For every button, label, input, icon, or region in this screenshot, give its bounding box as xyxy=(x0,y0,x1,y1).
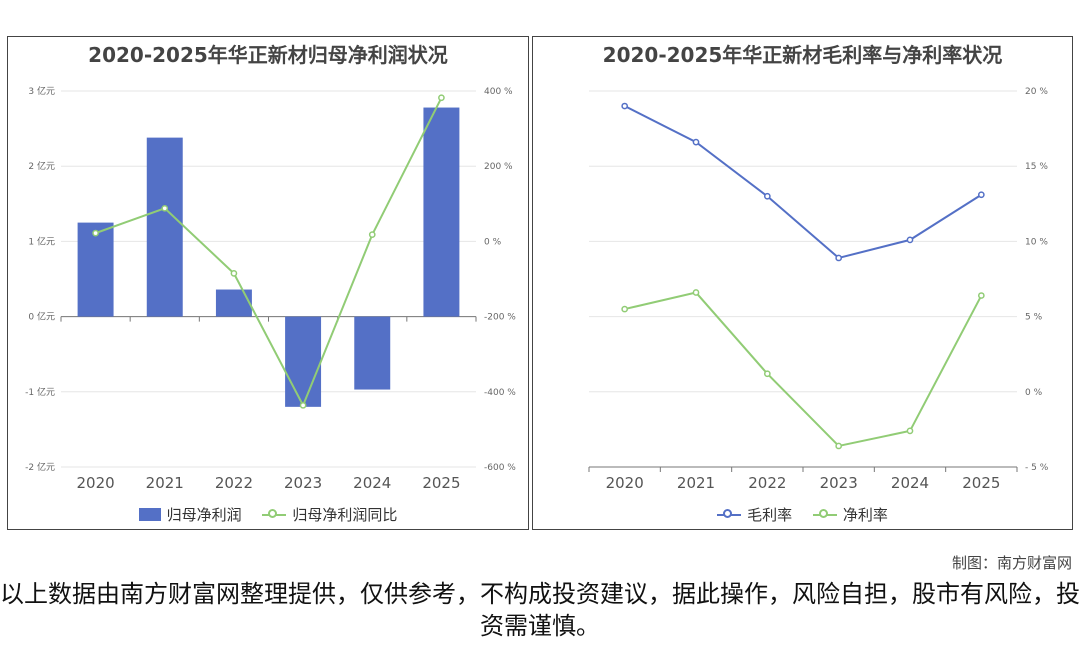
x-axis-tick-label: 2024 xyxy=(353,474,391,492)
left-axis-tick-label: 3 亿元 xyxy=(28,85,55,97)
bar xyxy=(423,107,460,317)
right-axis-tick-label: -200 % xyxy=(484,313,516,323)
bar xyxy=(77,222,114,317)
legend-label: 净利率 xyxy=(842,506,888,524)
bar xyxy=(146,137,183,317)
data-point xyxy=(621,102,629,110)
data-point xyxy=(906,427,914,435)
data-point xyxy=(230,270,238,277)
data-point xyxy=(621,305,629,313)
right-axis-tick-label: - 5 % xyxy=(1025,463,1049,473)
x-axis-tick-label: 2023 xyxy=(284,474,322,492)
series-line xyxy=(624,105,982,260)
left-axis-tick-label: 1 亿元 xyxy=(28,235,55,247)
series-line xyxy=(95,97,443,408)
legend-item-gross-margin[interactable]: 毛利率 xyxy=(717,504,792,525)
right-axis-tick-label: -400 % xyxy=(484,388,516,398)
net-profit-chart-panel: 2020-2025年华正新材归母净利润状况 -2 亿元 -1 亿元 0 亿元 1 亿元… xyxy=(7,36,529,530)
bar xyxy=(215,289,252,317)
right-axis-tick-label: 0 % xyxy=(1025,388,1043,398)
data-point xyxy=(92,229,99,237)
x-axis-tick-label: 2024 xyxy=(891,474,929,492)
right-axis-tick-label: 15 % xyxy=(1025,162,1048,172)
bar xyxy=(354,316,391,390)
x-axis-tick-label: 2020 xyxy=(606,474,644,492)
legend-item-net-profit-yoy[interactable]: 归母净利润同比 xyxy=(262,504,397,525)
right-axis-tick-label: 200 % xyxy=(484,162,513,172)
right-axis-tick-label: 0 % xyxy=(484,237,502,247)
net-profit-chart-canvas: -2 亿元 -1 亿元 0 亿元 1 亿元 2 亿元 3 亿元 -600 % -400 % -2… xyxy=(25,85,516,492)
legend-swatch-line xyxy=(262,508,287,521)
data-point xyxy=(692,289,700,296)
data-point xyxy=(835,254,843,262)
disclaimer-text: 以上数据由南方财富网整理提供，仅供参考，不构成投资建议，据此操作，风险自担，股市… xyxy=(0,580,1080,640)
x-axis-tick-label: 2021 xyxy=(677,474,715,492)
x-axis-tick-label: 2025 xyxy=(422,474,460,492)
left-axis-tick-label: 0 亿元 xyxy=(28,311,55,323)
chart-credit: 制图：南方财富网 xyxy=(951,554,1072,572)
x-axis-tick-label: 2020 xyxy=(76,474,114,492)
legend-label: 归母净利润 xyxy=(166,506,242,524)
data-point xyxy=(763,370,771,378)
x-axis-tick-label: 2021 xyxy=(146,474,184,492)
data-point xyxy=(977,292,985,299)
data-point xyxy=(161,204,169,212)
net-profit-chart-legend: 归母净利润 归母净利润同比 xyxy=(8,504,528,525)
legend-item-net-margin[interactable]: 净利率 xyxy=(812,504,888,525)
data-point xyxy=(692,138,700,146)
right-axis-tick-label: 5 % xyxy=(1025,313,1043,323)
left-axis-tick-label: -1 亿元 xyxy=(25,386,55,398)
left-axis-tick-label: -2 亿元 xyxy=(25,461,55,473)
legend-label: 归母净利润同比 xyxy=(292,506,398,524)
x-axis-tick-label: 2023 xyxy=(820,474,858,492)
bar xyxy=(285,316,322,407)
margin-chart-panel: 2020-2025年华正新材毛利率与净利率状况 - 5 % 0 % 5 % 10 % 1… xyxy=(532,36,1073,530)
legend-swatch-line xyxy=(812,508,837,521)
margin-chart-title: 2020-2025年华正新材毛利率与净利率状况 xyxy=(602,43,1003,67)
x-axis-tick-label: 2025 xyxy=(962,474,1000,492)
right-axis-tick-label: 20 % xyxy=(1025,87,1048,97)
right-axis-tick-label: 10 % xyxy=(1025,237,1048,247)
series-line xyxy=(624,291,983,448)
legend-swatch-line xyxy=(717,508,742,521)
data-point xyxy=(763,192,771,200)
x-axis-tick-label: 2022 xyxy=(748,474,786,492)
margin-chart-canvas: - 5 % 0 % 5 % 10 % 15 % 20 % 2020 2021 2022 2023 2… xyxy=(588,87,1049,492)
right-axis-tick-label: 400 % xyxy=(484,87,513,97)
left-axis-tick-label: 2 亿元 xyxy=(28,160,55,172)
margin-chart-legend: 毛利率 净利率 xyxy=(533,504,1072,525)
data-point xyxy=(368,231,376,238)
legend-item-net-profit[interactable]: 归母净利润 xyxy=(138,504,242,525)
net-profit-chart-title: 2020-2025年华正新材归母净利润状况 xyxy=(88,43,448,67)
legend-swatch-bar xyxy=(138,508,161,521)
data-point xyxy=(906,236,914,244)
data-point xyxy=(835,442,843,450)
data-point xyxy=(438,94,445,102)
data-point xyxy=(299,401,307,409)
legend-label: 毛利率 xyxy=(747,506,793,524)
x-axis-tick-label: 2022 xyxy=(215,474,253,492)
data-point xyxy=(977,191,985,199)
right-axis-tick-label: -600 % xyxy=(484,463,516,473)
